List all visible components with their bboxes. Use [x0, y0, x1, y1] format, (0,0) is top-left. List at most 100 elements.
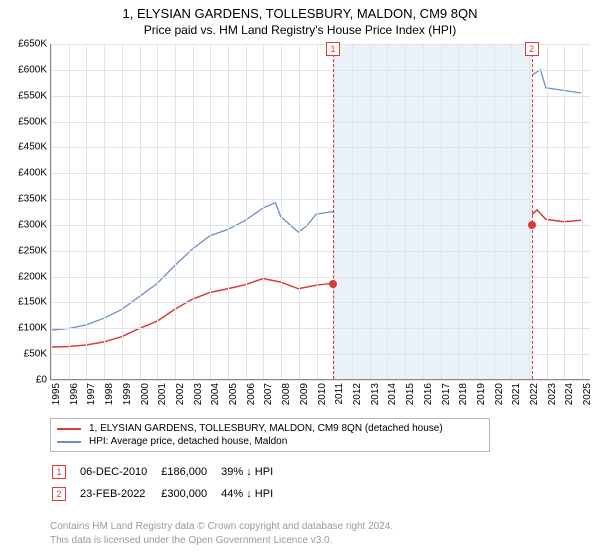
x-axis-tick-label: 1996	[69, 383, 80, 405]
x-axis-tick-label: 2010	[317, 383, 328, 405]
legend: 1, ELYSIAN GARDENS, TOLLESBURY, MALDON, …	[50, 418, 490, 452]
x-axis-tick-label: 2000	[140, 383, 151, 405]
legend-swatch-icon	[57, 441, 81, 443]
x-axis-tick-label: 2024	[564, 383, 575, 405]
y-axis-tick-label: £50K	[24, 349, 51, 360]
y-axis-tick-label: £0	[36, 375, 51, 386]
y-axis-tick-label: £500K	[18, 116, 51, 127]
gridline	[51, 302, 590, 303]
y-axis-tick-label: £650K	[18, 39, 51, 50]
event-delta: 44% ↓ HPI	[221, 484, 285, 504]
legend-item-hpi: HPI: Average price, detached house, Mald…	[57, 435, 483, 448]
event-dot-icon	[528, 221, 536, 229]
x-axis-tick-label: 2017	[441, 383, 452, 405]
y-axis-tick-label: £350K	[18, 194, 51, 205]
legend-label: 1, ELYSIAN GARDENS, TOLLESBURY, MALDON, …	[89, 423, 443, 434]
gridline	[51, 122, 590, 123]
gridline	[405, 44, 406, 379]
gridline	[511, 44, 512, 379]
gridline	[157, 44, 158, 379]
y-axis-tick-label: £100K	[18, 323, 51, 334]
gridline	[228, 44, 229, 379]
gridline	[51, 354, 590, 355]
gridline	[51, 380, 590, 381]
event-marker-icon: 1	[326, 42, 340, 56]
y-axis-tick-label: £300K	[18, 219, 51, 230]
x-axis-tick-label: 2021	[511, 383, 522, 405]
gridline	[281, 44, 282, 379]
x-axis-tick-label: 2008	[281, 383, 292, 405]
x-axis-tick-label: 2011	[334, 383, 345, 405]
gridline	[423, 44, 424, 379]
x-axis-tick-label: 2004	[210, 383, 221, 405]
gridline	[51, 44, 52, 379]
event-delta: 39% ↓ HPI	[221, 462, 285, 482]
gridline	[263, 44, 264, 379]
chart-plot-area: £0£50K£100K£150K£200K£250K£300K£350K£400…	[50, 44, 590, 380]
event-date: 23-FEB-2022	[80, 484, 159, 504]
x-axis-tick-label: 2016	[423, 383, 434, 405]
x-axis-tick-label: 1997	[86, 383, 97, 405]
gridline	[210, 44, 211, 379]
event-vline	[333, 44, 334, 379]
event-vline	[532, 44, 533, 379]
y-axis-tick-label: £400K	[18, 168, 51, 179]
x-axis-tick-label: 2018	[458, 383, 469, 405]
event-price: £186,000	[161, 462, 219, 482]
gridline	[370, 44, 371, 379]
x-axis-tick-label: 1995	[51, 383, 62, 405]
x-axis-tick-label: 2014	[387, 383, 398, 405]
gridline	[547, 44, 548, 379]
gridline	[175, 44, 176, 379]
y-axis-tick-label: £550K	[18, 90, 51, 101]
footnote-line: This data is licensed under the Open Gov…	[50, 534, 393, 548]
gridline	[458, 44, 459, 379]
gridline	[387, 44, 388, 379]
gridline	[140, 44, 141, 379]
gridline	[51, 173, 590, 174]
gridline	[299, 44, 300, 379]
gridline	[69, 44, 70, 379]
legend-swatch-icon	[57, 428, 81, 430]
x-axis-tick-label: 2025	[582, 383, 593, 405]
gridline	[352, 44, 353, 379]
x-axis-tick-label: 2015	[405, 383, 416, 405]
footnote-line: Contains HM Land Registry data © Crown c…	[50, 520, 393, 534]
gridline	[104, 44, 105, 379]
x-axis-tick-label: 2013	[370, 383, 381, 405]
legend-label: HPI: Average price, detached house, Mald…	[89, 436, 287, 447]
x-axis-tick-label: 1998	[104, 383, 115, 405]
gridline	[51, 328, 590, 329]
gridline	[51, 251, 590, 252]
gridline	[193, 44, 194, 379]
gridline	[51, 70, 590, 71]
chart-title: 1, ELYSIAN GARDENS, TOLLESBURY, MALDON, …	[0, 0, 600, 21]
table-row: 2 23-FEB-2022 £300,000 44% ↓ HPI	[52, 484, 285, 504]
chart-container: 1, ELYSIAN GARDENS, TOLLESBURY, MALDON, …	[0, 0, 600, 560]
gridline	[51, 277, 590, 278]
legend-item-price-paid: 1, ELYSIAN GARDENS, TOLLESBURY, MALDON, …	[57, 422, 483, 435]
event-marker-icon: 2	[525, 42, 539, 56]
gridline	[86, 44, 87, 379]
gridline	[51, 147, 590, 148]
gridline	[122, 44, 123, 379]
x-axis-tick-label: 2009	[299, 383, 310, 405]
x-axis-tick-label: 2001	[157, 383, 168, 405]
event-date: 06-DEC-2010	[80, 462, 159, 482]
x-axis-tick-label: 2022	[529, 383, 540, 405]
gridline	[441, 44, 442, 379]
gridline	[51, 199, 590, 200]
x-axis-tick-label: 1999	[122, 383, 133, 405]
gridline	[317, 44, 318, 379]
x-axis-tick-label: 2020	[494, 383, 505, 405]
y-axis-tick-label: £200K	[18, 271, 51, 282]
gridline	[476, 44, 477, 379]
x-axis-tick-label: 2012	[352, 383, 363, 405]
x-axis-tick-label: 2023	[547, 383, 558, 405]
x-axis-tick-label: 2005	[228, 383, 239, 405]
gridline	[494, 44, 495, 379]
y-axis-tick-label: £250K	[18, 245, 51, 256]
y-axis-tick-label: £600K	[18, 64, 51, 75]
event-dot-icon	[329, 280, 337, 288]
event-price: £300,000	[161, 484, 219, 504]
